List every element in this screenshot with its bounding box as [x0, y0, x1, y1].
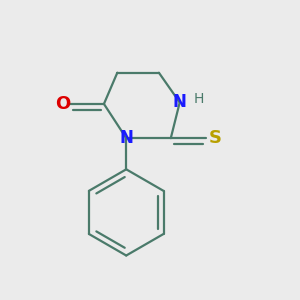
Text: N: N [119, 129, 133, 147]
Text: N: N [173, 93, 187, 111]
Text: O: O [56, 95, 71, 113]
Text: S: S [208, 129, 221, 147]
Text: H: H [194, 92, 204, 106]
